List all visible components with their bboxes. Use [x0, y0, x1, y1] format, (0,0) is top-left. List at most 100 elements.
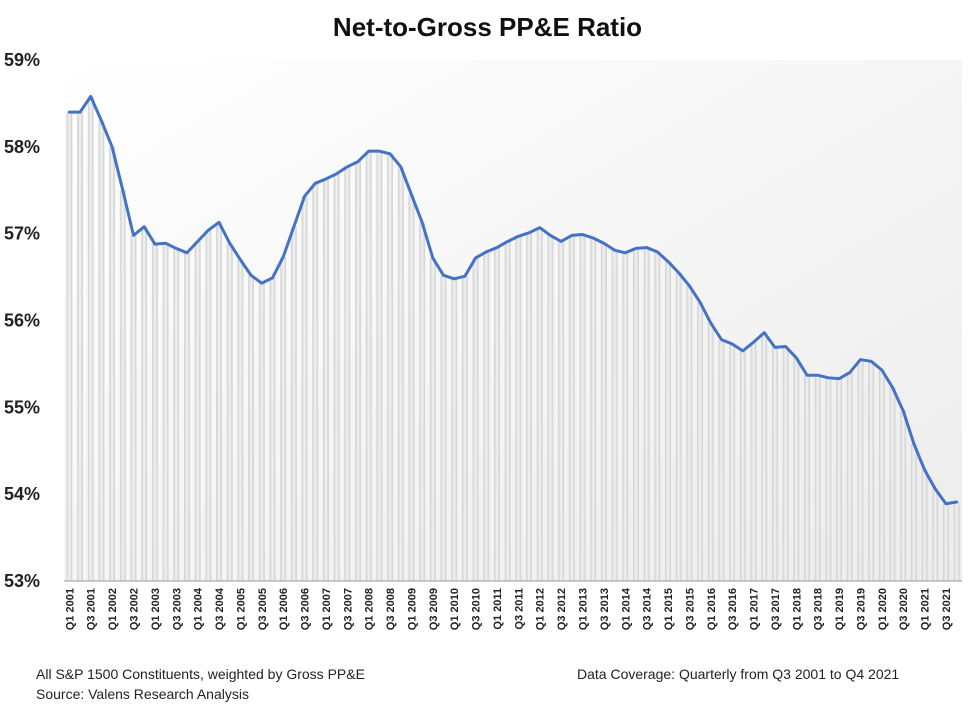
- data-bar: [665, 261, 671, 581]
- x-tick-label: Q1 2017: [749, 588, 761, 630]
- data-bar: [643, 247, 650, 581]
- data-bar: [461, 276, 468, 581]
- data-bar: [750, 342, 757, 581]
- data-bar: [258, 283, 265, 581]
- data-bar: [729, 343, 736, 581]
- data-bar: [889, 387, 896, 581]
- x-tick-label: Q1 2008: [364, 588, 376, 630]
- data-bar: [739, 350, 746, 581]
- y-tick-label: 58%: [4, 137, 40, 157]
- x-tick-label: Q1 2016: [706, 588, 718, 630]
- data-bar: [900, 410, 907, 581]
- data-bar: [151, 244, 158, 581]
- x-tick-label: Q1 2015: [663, 588, 675, 630]
- x-tick-label: Q3 2005: [257, 588, 269, 630]
- data-bar: [504, 241, 511, 582]
- data-bar: [558, 241, 565, 582]
- x-tick-label: Q1 2010: [449, 588, 461, 630]
- data-bar: [782, 346, 789, 581]
- x-tick-label: Q3 2012: [556, 588, 568, 630]
- data-bar: [761, 332, 768, 581]
- data-bar: [387, 153, 393, 581]
- data-bar: [301, 196, 308, 581]
- data-bar: [515, 236, 522, 581]
- data-bar: [226, 243, 233, 581]
- footnote-data-coverage: Data Coverage: Quarterly from Q3 2001 to…: [577, 666, 900, 682]
- data-bar: [344, 166, 351, 582]
- x-tick-label: Q3 2014: [642, 587, 654, 630]
- data-bar: [290, 226, 297, 581]
- data-bar: [568, 235, 575, 581]
- data-bar: [130, 235, 137, 581]
- data-bar: [814, 375, 821, 581]
- x-tick-label: Q1 2002: [107, 588, 119, 630]
- data-bar: [675, 272, 682, 581]
- data-bar: [611, 250, 618, 581]
- data-bar: [771, 347, 778, 581]
- data-bar: [451, 278, 458, 581]
- data-bar: [205, 230, 212, 581]
- x-tick-label: Q1 2021: [920, 588, 932, 630]
- data-bar: [173, 248, 180, 581]
- x-tick-label: Q3 2018: [813, 588, 825, 630]
- x-tick-label: Q1 2012: [535, 588, 547, 630]
- x-tick-label: Q3 2021: [941, 588, 953, 630]
- x-tick-label: Q1 2011: [492, 588, 504, 630]
- data-bar: [280, 257, 287, 581]
- data-bar: [269, 277, 276, 581]
- data-bar: [536, 227, 543, 581]
- x-tick-label: Q1 2007: [321, 588, 333, 630]
- data-bar: [825, 377, 832, 581]
- data-bar: [697, 302, 704, 581]
- x-tick-label: Q3 2011: [513, 588, 525, 630]
- x-tick-label: Q3 2017: [770, 588, 782, 630]
- data-bar: [98, 120, 105, 581]
- x-tick-label: Q1 2004: [193, 587, 205, 630]
- data-bar: [322, 178, 329, 581]
- x-tick-label: Q1 2009: [406, 588, 418, 630]
- data-bar: [526, 232, 532, 582]
- x-tick-label: Q3 2009: [428, 588, 440, 630]
- data-bar: [440, 275, 447, 581]
- x-tick-label: Q3 2019: [855, 588, 867, 630]
- data-bar: [953, 501, 960, 581]
- data-bar: [333, 173, 340, 581]
- y-tick-label: 55%: [4, 397, 40, 417]
- plot-background: [64, 60, 962, 581]
- data-bar: [579, 234, 586, 581]
- x-tick-label: Q3 2016: [727, 588, 739, 630]
- data-bar: [633, 248, 639, 581]
- chart-title: Net-to-Gross PP&E Ratio: [332, 12, 643, 42]
- data-bar: [804, 375, 810, 581]
- footnote-source: Source: Valens Research Analysis: [36, 686, 249, 702]
- x-tick-label: Q3 2006: [300, 588, 312, 630]
- x-tick-label: Q3 2003: [171, 588, 183, 630]
- data-bar: [365, 151, 372, 582]
- footnote-universe: All S&P 1500 Constituents, weighted by G…: [36, 666, 365, 682]
- data-bar: [472, 257, 479, 581]
- data-bar: [910, 443, 917, 581]
- data-bar: [419, 222, 426, 581]
- x-tick-label: Q1 2006: [278, 588, 290, 630]
- data-bar: [846, 372, 853, 581]
- x-tick-label: Q3 2007: [342, 588, 354, 630]
- y-tick-label: 57%: [4, 224, 40, 244]
- data-bar: [654, 251, 661, 581]
- x-tick-label: Q1 2014: [620, 587, 632, 630]
- x-tick-label: Q1 2001: [64, 588, 76, 630]
- x-tick-label: Q3 2002: [128, 588, 140, 630]
- data-bar: [921, 469, 928, 581]
- x-tick-label: Q1 2005: [235, 588, 247, 630]
- data-bar: [429, 257, 436, 581]
- data-bar: [87, 96, 94, 581]
- data-bar: [216, 222, 222, 581]
- data-bar: [237, 259, 244, 581]
- data-bar: [248, 275, 255, 581]
- data-bar: [376, 151, 383, 582]
- data-bar: [408, 194, 415, 581]
- x-tick-label: Q3 2004: [214, 587, 226, 630]
- data-bar: [590, 238, 597, 581]
- x-tick-label: Q3 2013: [599, 588, 611, 630]
- x-tick-label: Q1 2019: [834, 588, 846, 630]
